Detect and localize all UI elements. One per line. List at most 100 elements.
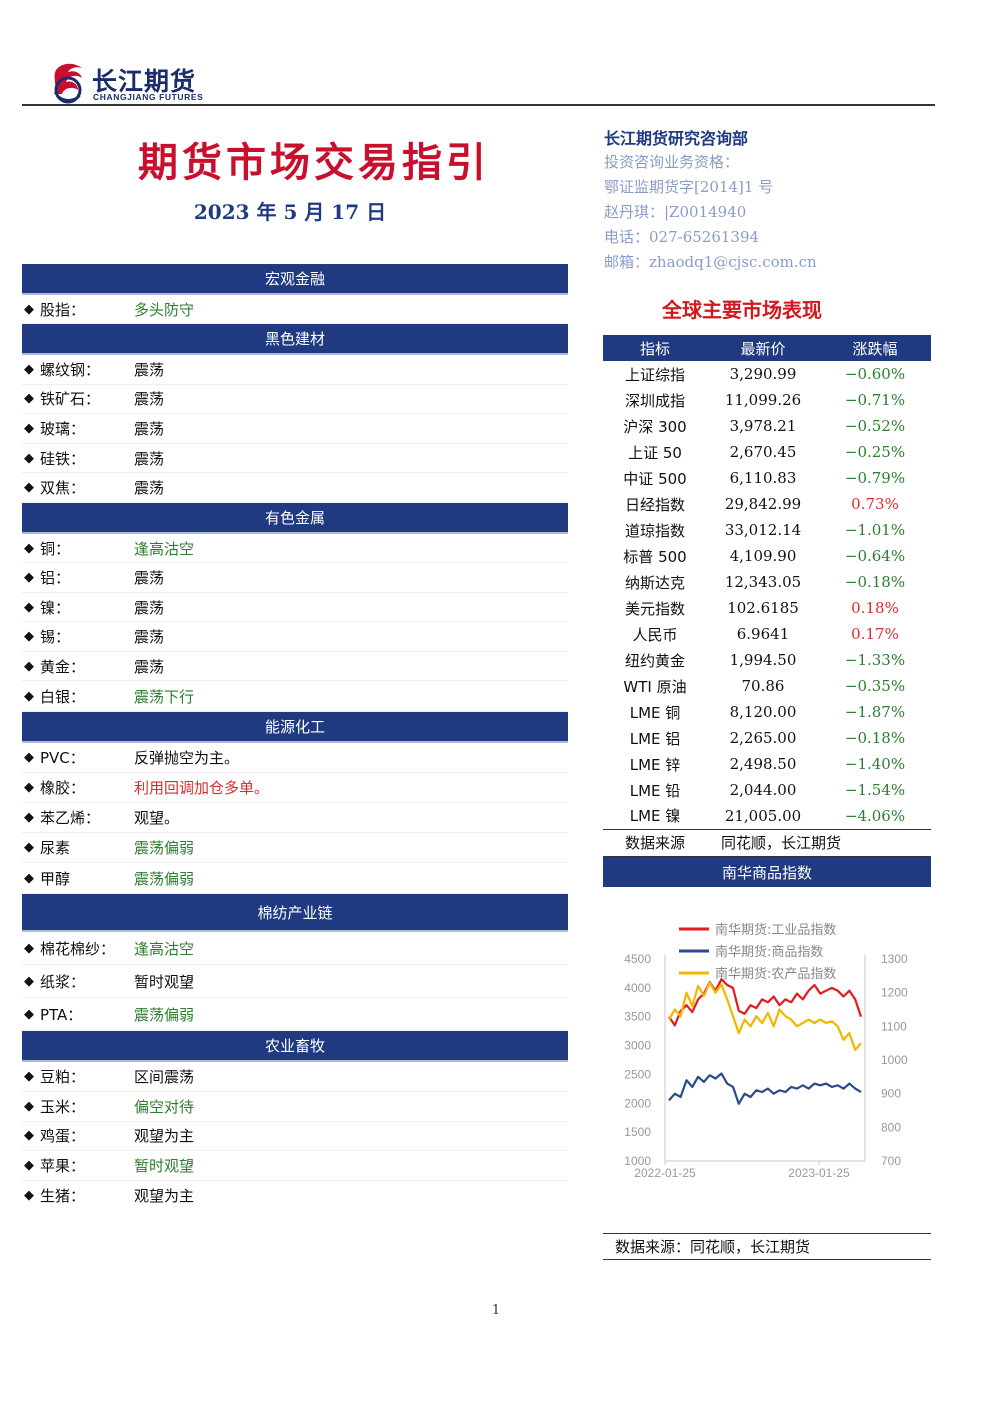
list-item: ◆ 双焦： 震荡: [22, 473, 568, 503]
page-title: 期货市场交易指引: [138, 140, 490, 186]
table-row: 日经指数 29,842.99 0.73%: [603, 491, 931, 517]
item-label: 铜：: [40, 539, 71, 558]
y-right-tick-label: 1300: [881, 952, 908, 966]
change-pct: −1.54%: [844, 781, 906, 799]
item-value: 震荡: [134, 360, 165, 379]
change-pct: −0.64%: [844, 547, 906, 565]
contact-line: 赵丹琪：|Z0014940: [604, 203, 747, 221]
item-value: 利用回调加仓多单。: [134, 779, 270, 798]
table-row: 沪深 300 3,978.21 −0.52%: [603, 413, 931, 439]
indicator-name: 日经指数: [624, 495, 685, 514]
market-table-title: 全球主要市场表现: [662, 298, 822, 322]
column-header: 最新价: [707, 335, 819, 361]
y-left-tick-label: 1000: [624, 1154, 651, 1168]
diamond-bullet-icon: ◆: [24, 301, 34, 317]
latest-price: 1,994.50: [729, 651, 797, 669]
chart-source: 数据来源：同花顺，长江期货: [603, 1233, 931, 1260]
table-row: LME 镍 21,005.00 −4.06%: [603, 803, 931, 829]
diamond-bullet-icon: ◆: [24, 420, 34, 436]
section-header: 能源化工: [22, 712, 568, 744]
diamond-bullet-icon: ◆: [24, 780, 34, 796]
item-value: 震荡: [134, 479, 165, 498]
nanhua-chart-title: 南华商品指数: [603, 857, 931, 887]
item-label: 尿素: [40, 839, 71, 858]
item-value: 区间震荡: [134, 1068, 195, 1087]
table-row: LME 铝 2,265.00 −0.18%: [603, 725, 931, 751]
list-item: ◆ 玉米： 偏空对待: [22, 1092, 568, 1122]
list-item: ◆ PTA： 震荡偏弱: [22, 998, 568, 1032]
change-pct: −1.33%: [844, 651, 906, 669]
diamond-bullet-icon: ◆: [24, 570, 34, 586]
latest-price: 2,670.45: [729, 443, 797, 461]
diamond-bullet-icon: ◆: [24, 361, 34, 377]
diamond-bullet-icon: ◆: [24, 840, 34, 856]
change-pct: −1.87%: [844, 703, 906, 721]
indicator-name: LME 锌: [629, 755, 681, 774]
table-row: 人民币 6.9641 0.17%: [603, 621, 931, 647]
diamond-bullet-icon: ◆: [24, 391, 34, 407]
item-label: 铁矿石：: [40, 390, 101, 409]
list-item: ◆ 锡： 震荡: [22, 622, 568, 652]
report-date: 2023 年 5 月 17 日: [193, 200, 387, 224]
section-header: 黑色建材: [22, 324, 568, 355]
diamond-bullet-icon: ◆: [24, 940, 34, 956]
latest-price: 2,044.00: [729, 781, 797, 799]
item-label: 股指：: [40, 300, 86, 319]
diamond-bullet-icon: ◆: [24, 688, 34, 704]
change-pct: 0.17%: [851, 625, 899, 643]
diamond-bullet-icon: ◆: [24, 1098, 34, 1114]
item-label: 玻璃：: [40, 419, 86, 438]
diamond-bullet-icon: ◆: [24, 750, 34, 766]
item-value: 逢高沽空: [134, 939, 195, 958]
item-label: 鸡蛋：: [40, 1127, 86, 1146]
indicator-name: 纽约黄金: [624, 651, 685, 670]
latest-price: 12,343.05: [724, 573, 802, 591]
x-tick-label: 2022-01-25: [634, 1166, 696, 1180]
item-label: PVC：: [40, 749, 85, 768]
nanhua-index-chart: 1000 1500 2000 2500 3000 3500 4000 4500 700 800 90…: [624, 922, 908, 1180]
page-number: 1: [491, 1303, 501, 1318]
item-label: 铝：: [40, 569, 71, 588]
change-pct: 0.18%: [851, 599, 899, 617]
list-item: ◆ 铜： 逢高沽空: [22, 534, 568, 564]
y-right-tick-label: 1100: [881, 1019, 907, 1033]
y-left-tick-label: 2500: [624, 1067, 651, 1081]
list-item: ◆ 螺纹钢： 震荡: [22, 355, 568, 385]
item-label: 黄金：: [40, 657, 86, 676]
table-row: LME 锌 2,498.50 −1.40%: [603, 751, 931, 777]
table-row: 中证 500 6,110.83 −0.79%: [603, 465, 931, 491]
item-value: 观望为主: [134, 1127, 195, 1146]
contact-line: 鄂证监期货字[2014]1 号: [604, 178, 774, 196]
table-row: 深圳成指 11,099.26 −0.71%: [603, 387, 931, 413]
item-value: 逢高沽空: [134, 539, 195, 558]
indicator-name: 美元指数: [624, 599, 685, 618]
indicator-name: 上证综指: [624, 365, 685, 384]
change-pct: −0.60%: [844, 365, 906, 383]
table-header-row: 指标 最新价 涨跌幅: [603, 335, 931, 361]
diamond-bullet-icon: ◆: [24, 450, 34, 466]
table-row: 道琼指数 33,012.14 −1.01%: [603, 517, 931, 543]
list-item: ◆ 铝： 震荡: [22, 563, 568, 593]
latest-price: 3,978.21: [729, 417, 797, 435]
indicator-name: 沪深 300: [623, 417, 687, 436]
diamond-bullet-icon: ◆: [24, 658, 34, 674]
item-label: 豆粕：: [40, 1068, 86, 1087]
list-item: ◆ 硅铁： 震荡: [22, 444, 568, 474]
item-value: 震荡: [134, 419, 165, 438]
latest-price: 102.6185: [727, 599, 799, 617]
indicator-name: 道琼指数: [624, 521, 685, 540]
contact-line: 电话：027-65261394: [604, 228, 760, 246]
item-label: 硅铁：: [40, 449, 86, 468]
change-pct: −0.25%: [844, 443, 906, 461]
contact-line: 投资咨询业务资格：: [604, 153, 740, 171]
indicator-name: LME 铅: [629, 781, 681, 800]
list-item: ◆ 尿素 震荡偏弱: [22, 833, 568, 864]
item-label: 锡：: [40, 628, 71, 647]
list-item: ◆ 铁矿石： 震荡: [22, 385, 568, 415]
market-table: 指标 最新价 涨跌幅 上证综指 3,290.99 −0.60% 深圳成指 11,099.…: [603, 335, 931, 857]
list-item: ◆ PVC： 反弹抛空为主。: [22, 743, 568, 774]
latest-price: 8,120.00: [729, 703, 797, 721]
list-item: ◆ 棉花棉纱： 逢高沽空: [22, 932, 568, 966]
y-left-tick-label: 4500: [624, 952, 651, 966]
list-item: ◆ 橡胶： 利用回调加仓多单。: [22, 773, 568, 804]
